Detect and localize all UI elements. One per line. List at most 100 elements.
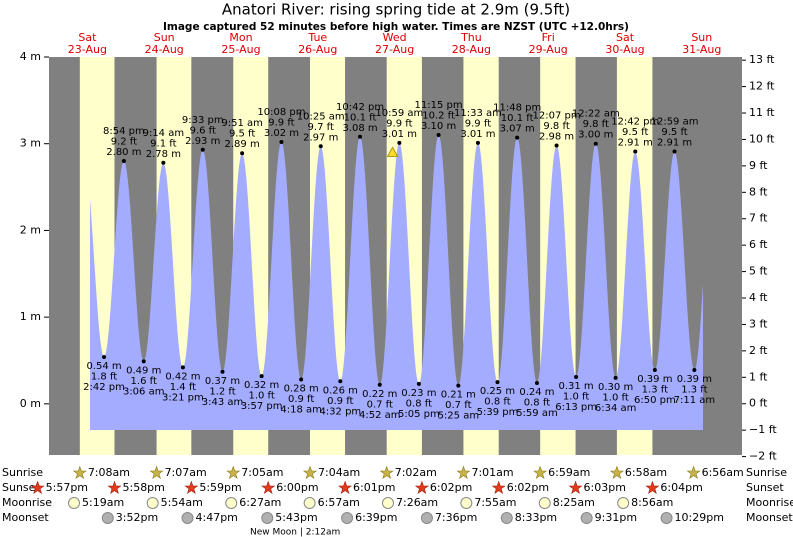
- chart-title: Anatori River: rising spring tide at 2.9…: [222, 1, 570, 19]
- tide-time: 12:42 pm: [611, 117, 659, 128]
- tide-m: 3.07 m: [500, 124, 535, 135]
- tide-ft: 9.2 ft: [111, 137, 137, 148]
- tide-time: 4:52 am: [359, 410, 401, 421]
- tide-point: [240, 151, 245, 156]
- tide-m: 0.49 m: [126, 365, 161, 376]
- tide-time: 5:25 am: [438, 411, 480, 422]
- tide-time: 12:07 pm: [533, 110, 581, 121]
- tide-point: [515, 135, 520, 140]
- almanac-time: 6:57am: [318, 496, 360, 509]
- sunset-icon: [414, 480, 429, 495]
- tide-point: [574, 374, 579, 379]
- tide-time: 10:59 am: [375, 108, 423, 119]
- y2-tick-label: 12 ft: [749, 80, 775, 93]
- day-name: Mon: [229, 31, 252, 44]
- tide-ft: 9.1 ft: [150, 138, 176, 149]
- tide-ft: 9.9 ft: [268, 117, 294, 128]
- moonrise-icon: [381, 497, 394, 509]
- row-label-left: Moonrise: [2, 496, 52, 509]
- tide-point: [338, 379, 343, 384]
- tide-time: 6:13 pm: [555, 402, 597, 413]
- day-date: 28-Aug: [452, 43, 491, 56]
- tide-point: [456, 383, 461, 388]
- tide-m: 2.89 m: [225, 139, 260, 150]
- tide-m: 0.23 m: [401, 388, 436, 399]
- day-name: Sun: [154, 31, 175, 44]
- almanac-time: 6:01pm: [353, 481, 395, 494]
- chart-subtitle: Image captured 52 minutes before high wa…: [163, 21, 629, 33]
- tide-m: 3.00 m: [578, 130, 613, 141]
- sunrise-icon: [686, 465, 701, 480]
- almanac-time: 6:00pm: [276, 481, 318, 494]
- tide-ft: 0.9 ft: [288, 394, 314, 405]
- y2-tick-label: 10 ft: [749, 132, 775, 145]
- sunrise-icon: [149, 465, 164, 480]
- y2-tick-label: 8 ft: [749, 185, 768, 198]
- tide-m: 0.31 m: [558, 381, 593, 392]
- tide-time: 4:18 am: [280, 405, 322, 416]
- tide-time: 11:33 am: [454, 108, 502, 119]
- almanac-time: 8:56am: [631, 496, 673, 509]
- tide-time: 11:15 pm: [415, 100, 463, 111]
- day-name: Sat: [616, 31, 635, 44]
- almanac-time: 5:57pm: [46, 481, 88, 494]
- tide-time: 10:08 pm: [257, 107, 305, 118]
- sunset-icon: [107, 480, 122, 495]
- tide-time: 9:51 am: [221, 118, 263, 129]
- y2-tick-label: 6 ft: [749, 238, 768, 251]
- tide-m: 0.54 m: [86, 361, 121, 372]
- y-tick-label: 2 m: [20, 223, 41, 236]
- tide-time: 6:50 pm: [634, 395, 676, 406]
- tide-m: 3.02 m: [264, 128, 299, 139]
- tide-ft: 0.7 ft: [445, 400, 471, 411]
- tide-ft: 0.7 ft: [367, 399, 393, 410]
- tide-time: 9:14 am: [143, 128, 185, 139]
- tide-ft: 9.5 ft: [622, 127, 648, 138]
- almanac-time: 7:02am: [395, 466, 437, 479]
- moonrise-icon: [68, 497, 81, 509]
- sunrise-icon: [379, 465, 394, 480]
- tide-m: 2.78 m: [146, 149, 181, 160]
- moon-phase: New Moon | 2:12am: [250, 528, 340, 537]
- tide-ft: 1.2 ft: [209, 386, 235, 397]
- almanac-time: 7:26am: [396, 496, 438, 509]
- tide-point: [377, 382, 382, 387]
- tide-point: [180, 365, 185, 370]
- sunrise-icon: [609, 465, 624, 480]
- almanac-time: 7:08am: [88, 466, 130, 479]
- tide-m: 0.39 m: [637, 374, 672, 385]
- sunrise-icon: [302, 465, 318, 480]
- day-date: 31-Aug: [682, 43, 721, 56]
- tide-time: 9:33 pm: [182, 115, 224, 126]
- tide-m: 3.10 m: [421, 121, 456, 132]
- y-tick-label: 3 m: [20, 137, 41, 150]
- tide-point: [318, 144, 323, 149]
- almanac-time: 7:01am: [471, 466, 513, 479]
- y2-tick-label: 2 ft: [749, 344, 768, 357]
- day-name: Thu: [460, 31, 482, 44]
- almanac-time: 6:59am: [548, 466, 590, 479]
- tide-point: [534, 381, 539, 386]
- day-name: Sun: [691, 31, 712, 44]
- tide-m: 0.32 m: [244, 380, 279, 391]
- moonrise-icon: [617, 497, 630, 509]
- moonrise-icon: [538, 497, 551, 509]
- tide-point: [397, 140, 402, 145]
- day-date: 26-Aug: [298, 43, 337, 56]
- tide-ft: 0.8 ft: [524, 398, 550, 409]
- tide-ft: 9.8 ft: [543, 121, 569, 132]
- tide-point: [416, 381, 421, 386]
- tide-m: 2.98 m: [539, 131, 574, 142]
- tide-m: 2.91 m: [618, 138, 653, 149]
- tide-time: 5:59 am: [516, 408, 558, 419]
- tide-time: 6:34 am: [595, 403, 637, 414]
- tide-point: [279, 139, 284, 144]
- tide-ft: 1.3 ft: [681, 385, 707, 396]
- day-name: Tue: [307, 31, 327, 44]
- y2-tick-label: 7 ft: [749, 212, 768, 225]
- tide-area: [90, 135, 703, 430]
- y-tick-label: 1 m: [20, 310, 41, 323]
- row-label-left: Moonset: [2, 511, 49, 524]
- sunset-icon: [568, 480, 583, 495]
